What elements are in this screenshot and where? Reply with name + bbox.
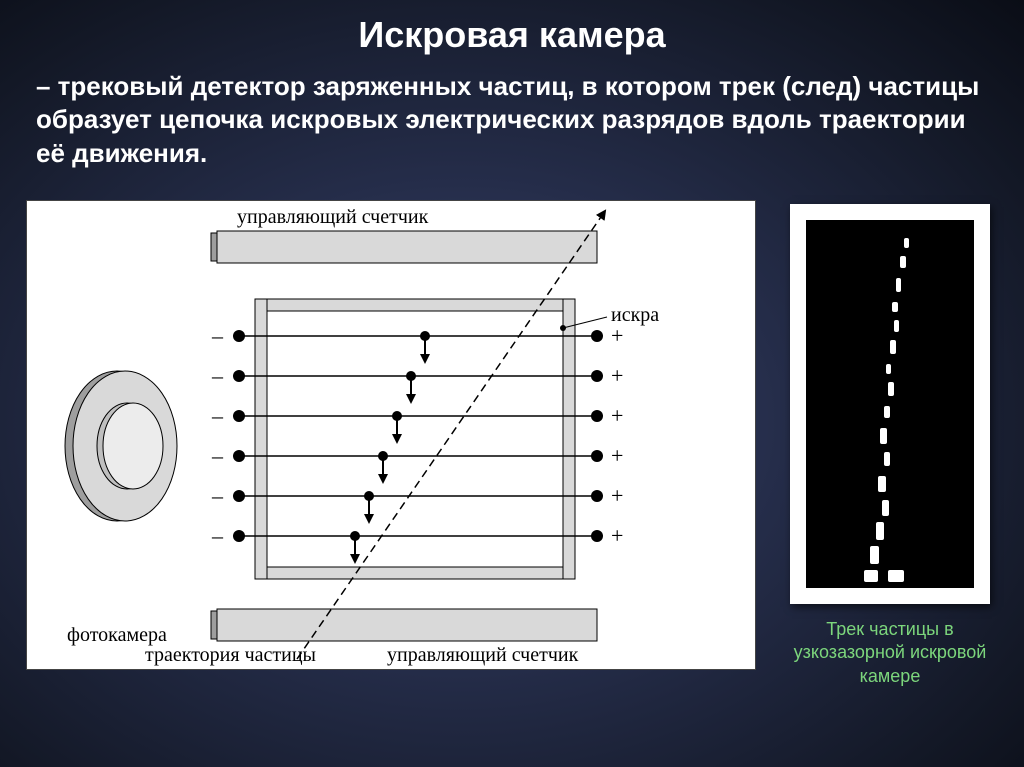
photo-caption: Трек частицы в узкозазорной искровой кам… <box>790 604 990 688</box>
track-photo-panel: Трек частицы в узкозазорной искровой кам… <box>790 204 990 674</box>
svg-text:+: + <box>611 443 623 468</box>
svg-text:+: + <box>611 403 623 428</box>
track-photo <box>806 220 974 588</box>
svg-text:управляющий счетчик: управляющий счетчик <box>237 206 429 228</box>
svg-text:+: + <box>611 363 623 388</box>
svg-text:искра: искра <box>611 304 659 326</box>
photo-frame <box>790 204 990 604</box>
svg-text:–: – <box>211 443 224 468</box>
svg-text:+: + <box>611 523 623 548</box>
svg-text:–: – <box>211 363 224 388</box>
description-text: – трековый детектор заряженных частиц, в… <box>0 56 1024 170</box>
spark-chamber-diagram: фотокамера управляющий счетчик управляющий… <box>26 200 756 670</box>
svg-text:управляющий счетчик: управляющий счетчик <box>387 644 579 666</box>
svg-text:–: – <box>211 523 224 548</box>
svg-text:фотокамера: фотокамера <box>67 624 167 646</box>
svg-text:–: – <box>211 483 224 508</box>
svg-text:–: – <box>211 323 224 348</box>
svg-text:–: – <box>211 403 224 428</box>
svg-text:+: + <box>611 323 623 348</box>
svg-text:+: + <box>611 483 623 508</box>
svg-text:траектория частицы: траектория частицы <box>145 644 316 666</box>
page-title: Искровая камера <box>0 0 1024 56</box>
